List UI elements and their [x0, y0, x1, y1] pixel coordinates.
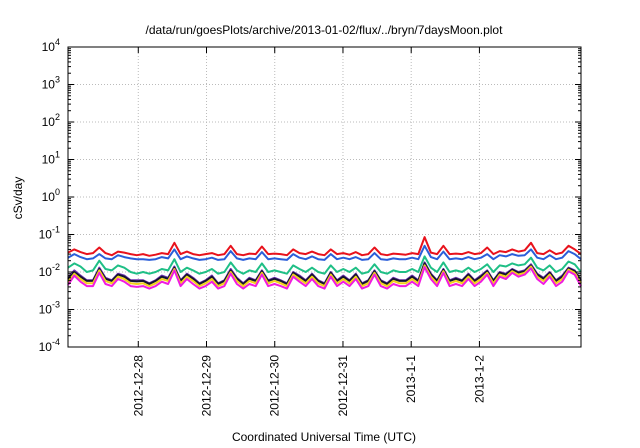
- y-tick-label: 10-4: [39, 337, 60, 354]
- y-tick-label: 100: [42, 187, 60, 204]
- y-tick-label: 10-3: [39, 300, 60, 317]
- x-tick-label: 2013-1-1: [404, 355, 418, 403]
- grid-lines: [68, 47, 581, 347]
- plot-frame: [67, 46, 582, 348]
- y-tick-label: 102: [42, 112, 60, 129]
- y-tick-label: 103: [42, 75, 60, 92]
- x-tick-label: 2012-12-28: [131, 355, 145, 417]
- series-line: [67, 264, 582, 288]
- x-tick-label: 2012-12-30: [268, 355, 282, 417]
- series-lines: [67, 236, 582, 290]
- series-line: [67, 255, 582, 275]
- x-tick-label: 2013-1-2: [472, 355, 486, 403]
- series-line: [67, 244, 582, 261]
- series-line: [67, 266, 582, 290]
- series-line: [67, 262, 582, 285]
- y-axis-ticks: 10-4 10-3 10-2 10-1 100 101 102 103 104: [39, 37, 581, 354]
- y-tick-label: 104: [42, 37, 60, 54]
- x-tick-label: 2012-12-29: [200, 355, 214, 417]
- y-axis-label: cSv/day: [11, 177, 25, 220]
- chart-title: /data/run/goesPlots/archive/2013-01-02/f…: [146, 23, 504, 37]
- x-tick-label: 2012-12-31: [336, 355, 350, 417]
- x-axis-ticks: 2012-12-28 2012-12-29 2012-12-30 2012-12-31…: [131, 47, 486, 416]
- y-tick-label: 10-1: [39, 225, 60, 242]
- y-tick-label: 101: [42, 150, 60, 167]
- y-tick-label: 10-2: [39, 262, 60, 279]
- x-axis-label: Coordinated Universal Time (UTC): [232, 430, 416, 444]
- series-line: [67, 236, 582, 257]
